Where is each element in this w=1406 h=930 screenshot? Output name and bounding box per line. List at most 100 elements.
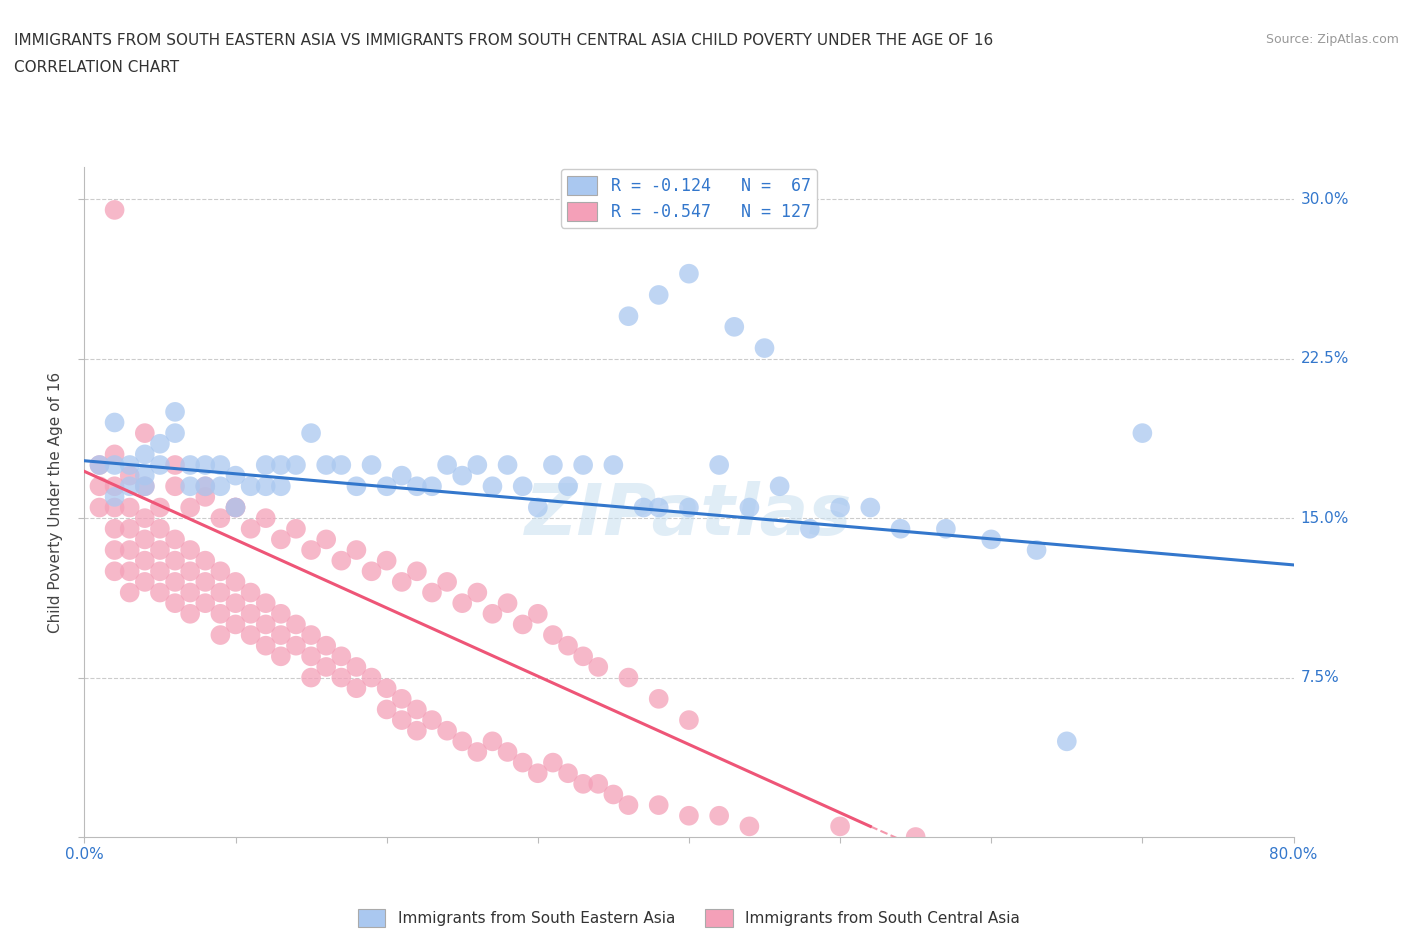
- Point: [104, 500, 127, 515]
- Point: [254, 596, 277, 611]
- Point: [678, 500, 700, 515]
- Point: [678, 712, 700, 727]
- Point: [149, 542, 172, 557]
- Point: [118, 585, 141, 600]
- Point: [738, 819, 761, 834]
- Point: [406, 479, 429, 494]
- Point: [512, 479, 534, 494]
- Point: [104, 479, 127, 494]
- Point: [209, 479, 232, 494]
- Point: [360, 564, 382, 578]
- Point: [602, 458, 624, 472]
- Text: Source: ZipAtlas.com: Source: ZipAtlas.com: [1265, 33, 1399, 46]
- Point: [149, 436, 172, 451]
- Point: [617, 798, 640, 813]
- Point: [723, 319, 745, 334]
- Point: [270, 606, 292, 621]
- Text: IMMIGRANTS FROM SOUTH EASTERN ASIA VS IMMIGRANTS FROM SOUTH CENTRAL ASIA CHILD P: IMMIGRANTS FROM SOUTH EASTERN ASIA VS IM…: [14, 33, 993, 47]
- Point: [526, 606, 548, 621]
- Point: [239, 479, 262, 494]
- Point: [709, 458, 731, 472]
- Point: [375, 702, 398, 717]
- Point: [179, 500, 201, 515]
- Point: [346, 479, 368, 494]
- Point: [284, 522, 308, 537]
- Point: [557, 479, 579, 494]
- Point: [89, 500, 111, 515]
- Point: [118, 468, 141, 483]
- Point: [239, 585, 262, 600]
- Point: [118, 564, 141, 578]
- Point: [602, 787, 624, 802]
- Legend: Immigrants from South Eastern Asia, Immigrants from South Central Asia: Immigrants from South Eastern Asia, Immi…: [352, 903, 1026, 930]
- Point: [315, 458, 337, 472]
- Point: [496, 596, 519, 611]
- Point: [754, 340, 776, 355]
- Point: [104, 542, 127, 557]
- Point: [572, 777, 595, 791]
- Point: [406, 702, 429, 717]
- Point: [346, 659, 368, 674]
- Point: [284, 617, 308, 631]
- Point: [647, 500, 671, 515]
- Point: [254, 479, 277, 494]
- Point: [209, 628, 232, 643]
- Point: [360, 458, 382, 472]
- Point: [270, 649, 292, 664]
- Y-axis label: Child Poverty Under the Age of 16: Child Poverty Under the Age of 16: [48, 372, 63, 632]
- Point: [270, 458, 292, 472]
- Point: [1056, 734, 1078, 749]
- Point: [225, 500, 247, 515]
- Point: [799, 522, 821, 537]
- Point: [451, 468, 474, 483]
- Point: [375, 479, 398, 494]
- Point: [134, 553, 156, 568]
- Point: [225, 500, 247, 515]
- Text: 15.0%: 15.0%: [1301, 511, 1348, 525]
- Point: [89, 458, 111, 472]
- Point: [557, 638, 579, 653]
- Point: [709, 808, 731, 823]
- Point: [254, 458, 277, 472]
- Point: [225, 596, 247, 611]
- Point: [1025, 542, 1047, 557]
- Point: [104, 522, 127, 537]
- Point: [647, 798, 671, 813]
- Point: [134, 447, 156, 462]
- Point: [678, 808, 700, 823]
- Point: [391, 468, 413, 483]
- Point: [89, 479, 111, 494]
- Point: [239, 606, 262, 621]
- Point: [134, 426, 156, 441]
- Point: [209, 511, 232, 525]
- Point: [254, 511, 277, 525]
- Point: [179, 458, 201, 472]
- Point: [572, 649, 595, 664]
- Point: [149, 458, 172, 472]
- Point: [420, 585, 443, 600]
- Point: [526, 500, 548, 515]
- Point: [451, 734, 474, 749]
- Point: [194, 553, 217, 568]
- Point: [541, 755, 564, 770]
- Point: [134, 575, 156, 590]
- Point: [299, 671, 322, 685]
- Point: [118, 500, 141, 515]
- Point: [163, 596, 186, 611]
- Point: [1130, 426, 1153, 441]
- Point: [163, 426, 186, 441]
- Point: [270, 628, 292, 643]
- Point: [346, 681, 368, 696]
- Point: [134, 511, 156, 525]
- Point: [588, 659, 610, 674]
- Point: [134, 468, 156, 483]
- Point: [194, 575, 217, 590]
- Point: [104, 564, 127, 578]
- Point: [375, 681, 398, 696]
- Point: [467, 458, 489, 472]
- Point: [481, 606, 503, 621]
- Text: 7.5%: 7.5%: [1301, 671, 1340, 685]
- Point: [406, 724, 429, 738]
- Point: [647, 287, 671, 302]
- Point: [163, 405, 186, 419]
